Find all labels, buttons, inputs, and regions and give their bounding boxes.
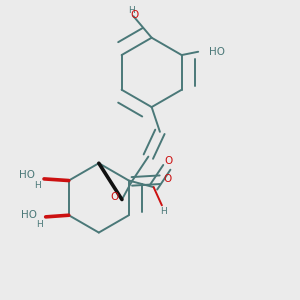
Text: HO: HO — [209, 47, 225, 57]
Text: H: H — [34, 181, 41, 190]
Text: O: O — [110, 192, 119, 202]
Text: HO: HO — [21, 210, 38, 220]
Text: H: H — [36, 220, 43, 229]
Text: O: O — [164, 156, 172, 167]
Text: H: H — [128, 6, 135, 15]
Text: H: H — [160, 207, 167, 216]
Text: O: O — [163, 174, 171, 184]
Text: O: O — [130, 10, 139, 20]
Text: HO: HO — [19, 170, 35, 180]
